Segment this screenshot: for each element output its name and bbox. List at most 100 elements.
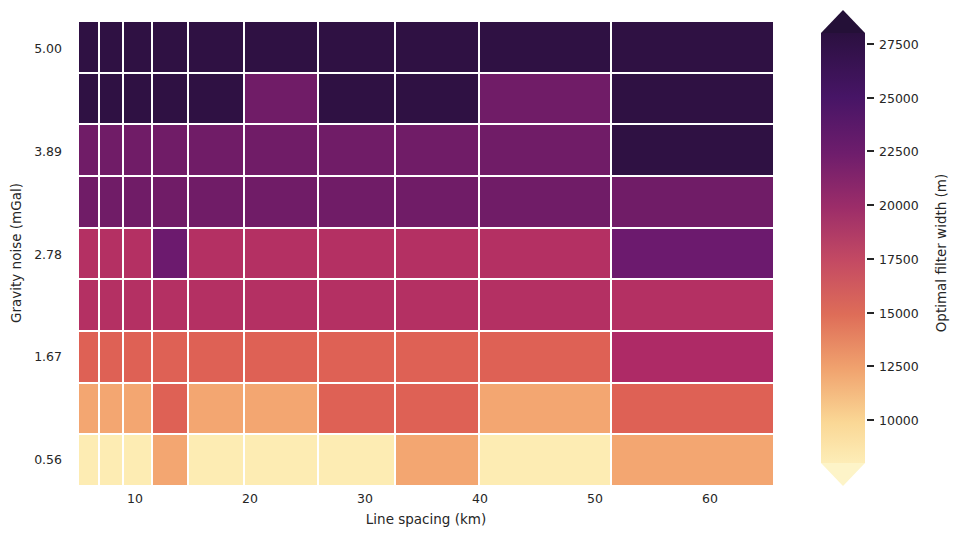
y-tick-label: 3.89 <box>34 143 62 158</box>
heatmap-cell <box>100 280 122 330</box>
heatmap-cell <box>79 384 98 434</box>
heatmap-cell <box>319 280 394 330</box>
heatmap-cell <box>124 125 151 175</box>
heatmap-cell <box>153 332 187 382</box>
y-tick-label: 2.78 <box>34 246 62 261</box>
colorbar-tick-label: 12500 <box>879 359 919 374</box>
colorbar-tick-label: 25000 <box>879 90 919 105</box>
heatmap-cell <box>480 280 611 330</box>
heatmap-cell <box>612 332 773 382</box>
heatmap-cell <box>79 177 98 227</box>
heatmap-cell <box>480 177 611 227</box>
heatmap-cell <box>319 435 394 485</box>
heatmap-cell <box>189 332 243 382</box>
heatmap-cell <box>396 74 478 124</box>
heatmap-cell <box>189 280 243 330</box>
colorbar-tick-label: 10000 <box>879 413 919 428</box>
heatmap-cell <box>480 125 611 175</box>
heatmap-cell <box>189 384 243 434</box>
heatmap-cell <box>396 332 478 382</box>
heatmap-cell <box>124 229 151 279</box>
heatmap-cell <box>100 332 122 382</box>
heatmap-cell <box>79 435 98 485</box>
heatmap-cell <box>189 22 243 72</box>
x-tick-label: 60 <box>702 491 718 507</box>
heatmap-cell <box>396 384 478 434</box>
heatmap-cell <box>124 22 151 72</box>
colorbar-tick-mark <box>867 43 874 45</box>
heatmap-cell <box>612 384 773 434</box>
colorbar <box>821 33 865 463</box>
heatmap-cell <box>245 22 317 72</box>
heatmap-cell <box>79 229 98 279</box>
heatmap-cell <box>153 384 187 434</box>
heatmap-cell <box>480 384 611 434</box>
colorbar-label: Optimal filter width (m) <box>933 174 949 333</box>
heatmap-cell <box>245 280 317 330</box>
heatmap-cell <box>612 280 773 330</box>
heatmap-cell <box>124 177 151 227</box>
heatmap-cell <box>189 125 243 175</box>
x-axis-label: Line spacing (km) <box>79 511 773 527</box>
colorbar-tick-mark <box>867 419 874 421</box>
colorbar-tick-mark <box>867 258 874 260</box>
heatmap-cell <box>245 435 317 485</box>
heatmap-cell <box>189 435 243 485</box>
colorbar-tick-label: 27500 <box>879 36 919 51</box>
heatmap-cell <box>612 435 773 485</box>
heatmap-cell <box>100 229 122 279</box>
heatmap-cell <box>79 332 98 382</box>
colorbar-tick-label: 20000 <box>879 198 919 213</box>
heatmap-cell <box>480 332 611 382</box>
colorbar-extend-max-arrow <box>821 10 865 33</box>
heatmap-cell <box>245 177 317 227</box>
heatmap-cell <box>396 280 478 330</box>
colorbar-tick-mark <box>867 97 874 99</box>
heatmap-cell <box>396 435 478 485</box>
heatmap-cell <box>319 332 394 382</box>
y-tick-label: 1.67 <box>34 349 62 364</box>
colorbar-extend-min-arrow <box>821 463 865 486</box>
heatmap-cell <box>153 74 187 124</box>
colorbar-tick-mark <box>867 204 874 206</box>
heatmap-cell <box>612 22 773 72</box>
heatmap-cell <box>319 125 394 175</box>
colorbar-tick-mark <box>867 365 874 367</box>
heatmap-cell <box>189 177 243 227</box>
heatmap-cell <box>153 125 187 175</box>
heatmap-cell <box>396 125 478 175</box>
heatmap-cell <box>189 229 243 279</box>
y-axis-label: Gravity noise (mGal) <box>8 183 24 323</box>
heatmap-cell <box>100 435 122 485</box>
heatmap-cell <box>124 332 151 382</box>
heatmap-cell <box>319 22 394 72</box>
x-tick-label: 20 <box>242 491 258 507</box>
heatmap-cell <box>612 229 773 279</box>
heatmap-cell <box>124 280 151 330</box>
heatmap-cell <box>245 125 317 175</box>
x-tick-label: 50 <box>587 491 603 507</box>
colorbar-tick-label: 15000 <box>879 305 919 320</box>
heatmap-cell <box>124 435 151 485</box>
heatmap-cell <box>480 22 611 72</box>
heatmap-cell <box>79 74 98 124</box>
heatmap-cell <box>124 384 151 434</box>
heatmap-cell <box>153 22 187 72</box>
heatmap-cell <box>396 177 478 227</box>
heatmap-cell <box>612 125 773 175</box>
heatmap-cell <box>189 74 243 124</box>
heatmap-cell <box>79 22 98 72</box>
x-tick-label: 40 <box>472 491 488 507</box>
heatmap-cell <box>319 384 394 434</box>
heatmap-cell <box>100 384 122 434</box>
heatmap-cell <box>612 177 773 227</box>
x-tick-label: 10 <box>127 491 143 507</box>
heatmap-cell <box>319 177 394 227</box>
heatmap-cell <box>319 229 394 279</box>
heatmap-cell <box>100 74 122 124</box>
x-axis-tick-labels: 102030405060 <box>79 491 773 507</box>
heatmap-cell <box>396 22 478 72</box>
heatmap-cell <box>153 177 187 227</box>
y-tick-label: 0.56 <box>34 452 62 467</box>
heatmap-cell <box>79 125 98 175</box>
